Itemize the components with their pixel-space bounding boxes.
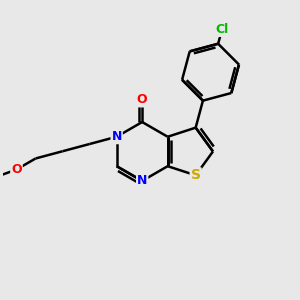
Text: O: O [137,93,148,106]
Text: S: S [191,168,201,182]
Text: N: N [112,130,122,143]
Text: Cl: Cl [215,23,229,36]
Text: O: O [11,163,22,176]
Text: N: N [137,174,147,188]
